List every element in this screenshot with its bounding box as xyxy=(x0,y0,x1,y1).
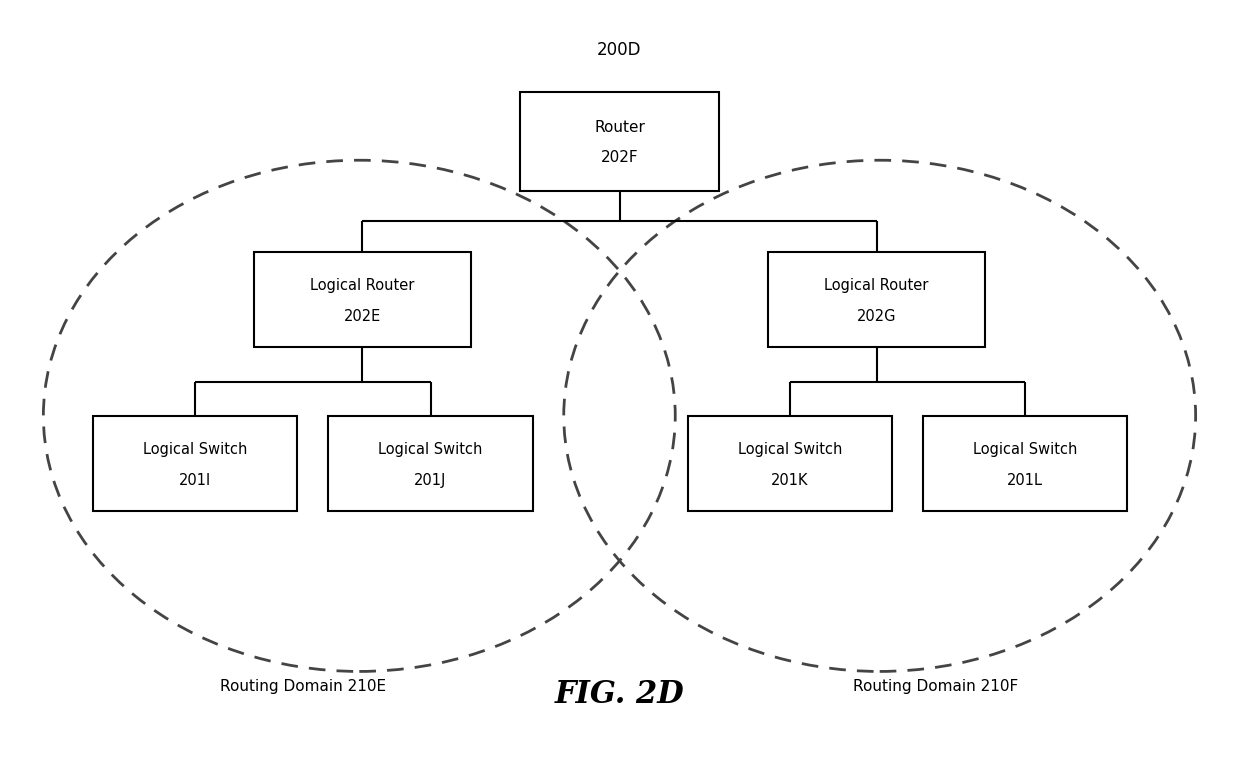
Text: Logical Switch: Logical Switch xyxy=(973,443,1078,457)
Text: Logical Router: Logical Router xyxy=(824,278,929,293)
Text: 201L: 201L xyxy=(1007,473,1043,488)
FancyBboxPatch shape xyxy=(254,252,471,347)
Text: 202G: 202G xyxy=(857,309,896,324)
Text: 201J: 201J xyxy=(414,473,447,488)
Text: Logical Switch: Logical Switch xyxy=(737,443,843,457)
Text: 202E: 202E xyxy=(343,309,382,324)
Text: Logical Switch: Logical Switch xyxy=(142,443,248,457)
Text: Router: Router xyxy=(593,120,646,135)
FancyBboxPatch shape xyxy=(93,416,297,511)
Text: 201K: 201K xyxy=(771,473,809,488)
FancyBboxPatch shape xyxy=(328,416,533,511)
Text: Routing Domain 210F: Routing Domain 210F xyxy=(852,679,1018,694)
Text: Logical Router: Logical Router xyxy=(310,278,415,293)
FancyBboxPatch shape xyxy=(768,252,985,347)
Text: Logical Switch: Logical Switch xyxy=(378,443,483,457)
Text: FIG. 2D: FIG. 2D xyxy=(555,679,684,710)
Text: Routing Domain 210E: Routing Domain 210E xyxy=(221,679,387,694)
FancyBboxPatch shape xyxy=(688,416,892,511)
FancyBboxPatch shape xyxy=(923,416,1127,511)
Text: 201I: 201I xyxy=(178,473,212,488)
Text: 202F: 202F xyxy=(601,150,638,166)
FancyBboxPatch shape xyxy=(520,92,719,191)
Text: 200D: 200D xyxy=(597,40,642,59)
